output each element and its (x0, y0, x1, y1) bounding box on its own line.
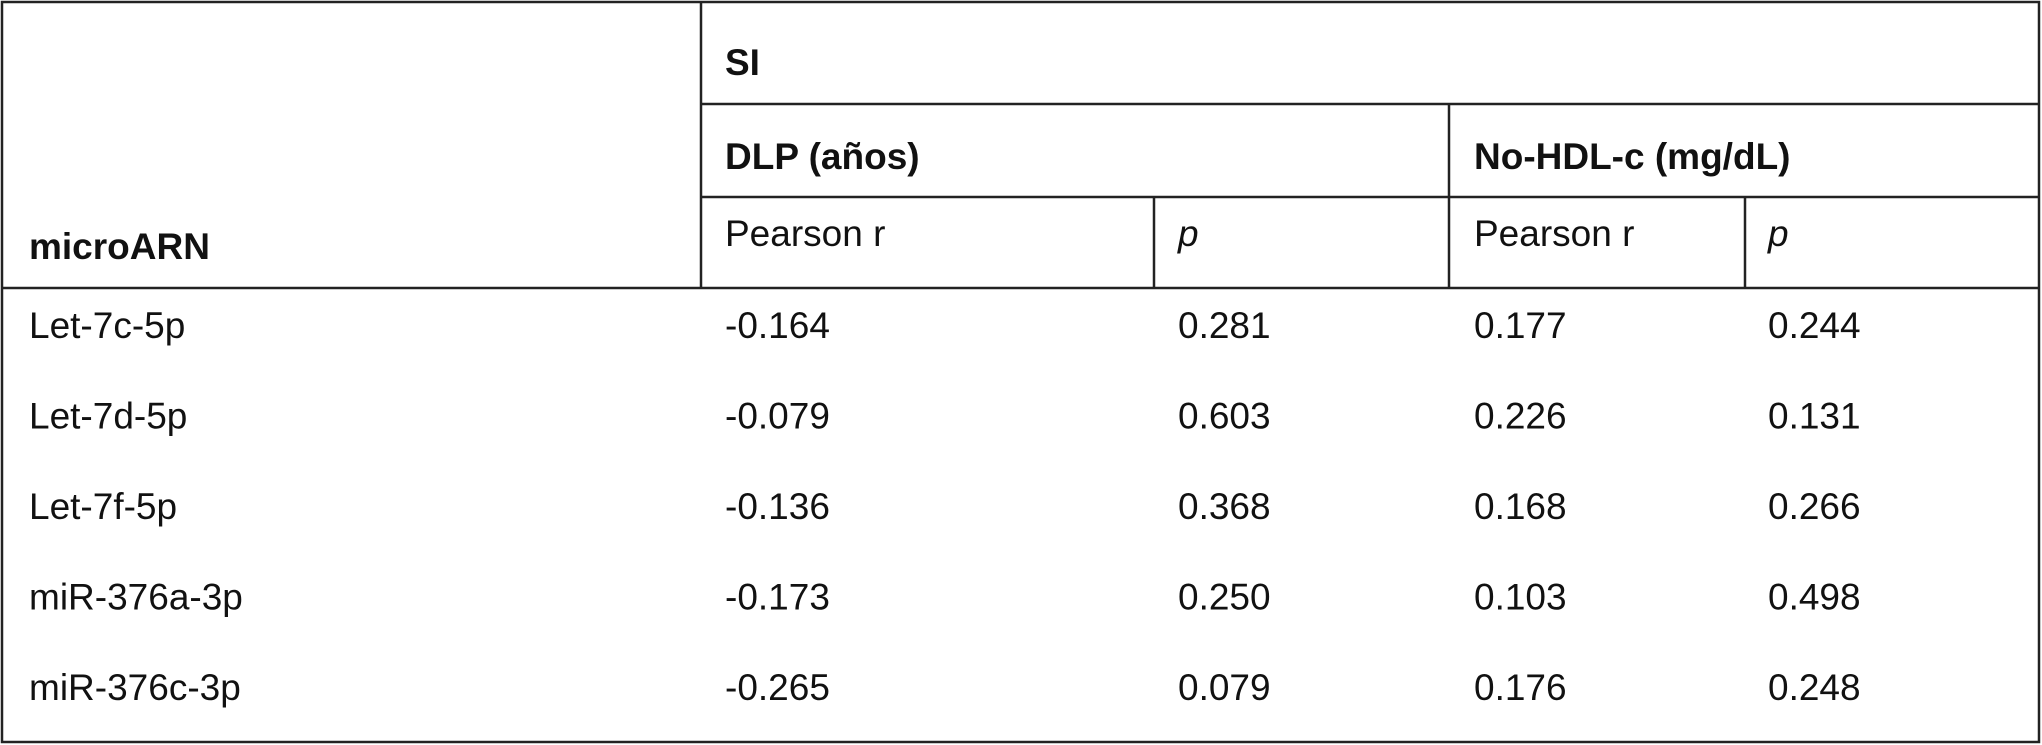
cell: -0.173 (725, 577, 830, 618)
row-label: Let-7c-5p (29, 305, 185, 346)
cell: 0.168 (1474, 486, 1567, 527)
cell: -0.136 (725, 486, 830, 527)
cell: 0.079 (1178, 667, 1271, 708)
cell: 0.498 (1768, 577, 1861, 618)
column-header: Pearson r (725, 213, 885, 254)
cell: 0.250 (1178, 577, 1271, 618)
cell: -0.079 (725, 395, 830, 436)
column-header: p (1177, 213, 1199, 254)
table-border (2, 2, 2039, 742)
column-header: Pearson r (1474, 213, 1634, 254)
cell: 0.368 (1178, 486, 1271, 527)
cell: 0.103 (1474, 577, 1567, 618)
cell: 0.266 (1768, 486, 1861, 527)
table: microARN SI DLP (años) No-HDL-c (mg/dL) … (0, 0, 2042, 745)
subgroup-header: No-HDL-c (mg/dL) (1474, 136, 1791, 177)
cell: -0.164 (725, 305, 830, 346)
row-label: miR-376c-3p (29, 667, 241, 708)
cell: 0.176 (1474, 667, 1567, 708)
cell: 0.603 (1178, 395, 1271, 436)
row-header: microARN (29, 226, 210, 267)
group-header: SI (725, 42, 760, 83)
cell: 0.248 (1768, 667, 1861, 708)
row-label: Let-7d-5p (29, 395, 187, 436)
cell: 0.281 (1178, 305, 1271, 346)
row-label: miR-376a-3p (29, 577, 243, 618)
cell: 0.177 (1474, 305, 1567, 346)
cell: -0.265 (725, 667, 830, 708)
cell: 0.131 (1768, 395, 1861, 436)
row-label: Let-7f-5p (29, 486, 177, 527)
column-header: p (1767, 213, 1789, 254)
cell: 0.226 (1474, 395, 1567, 436)
cell: 0.244 (1768, 305, 1861, 346)
subgroup-header: DLP (años) (725, 136, 920, 177)
